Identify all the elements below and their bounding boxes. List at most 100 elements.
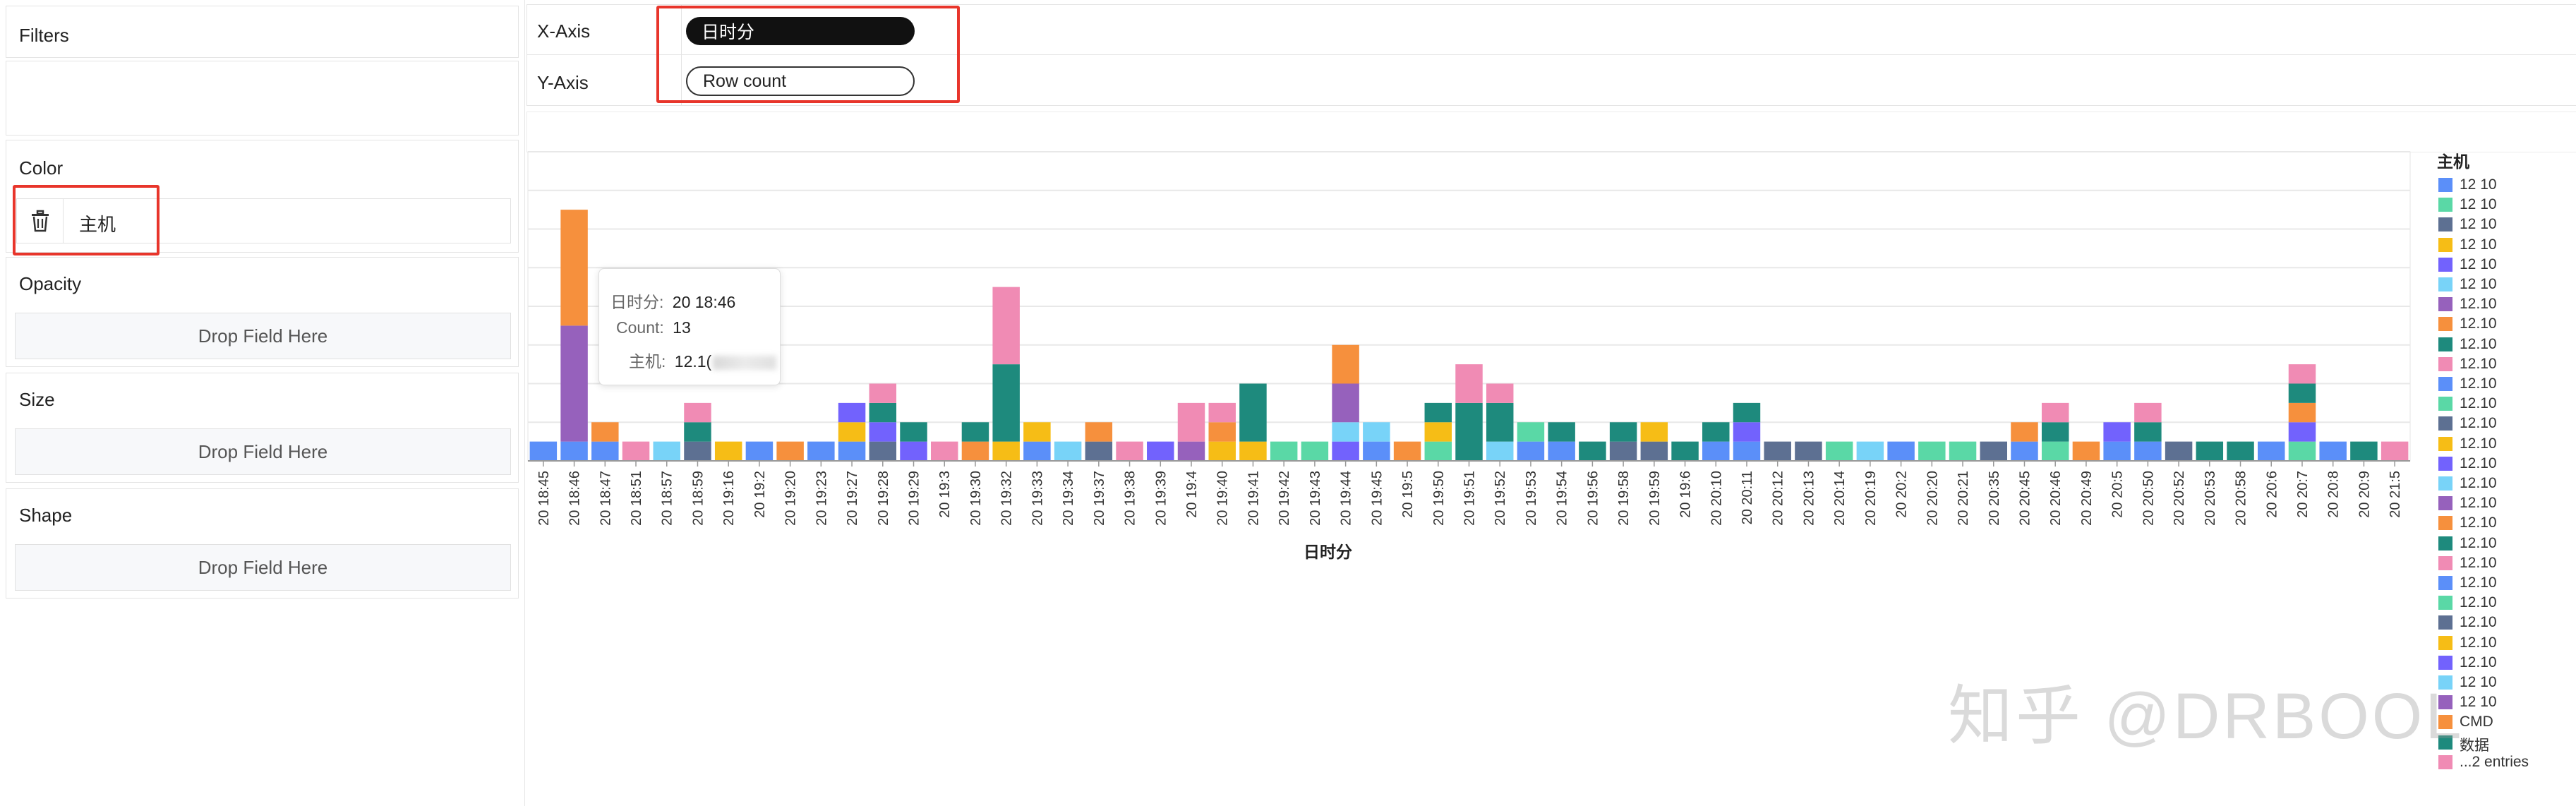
bar-segment[interactable] bbox=[1085, 422, 1113, 442]
bar-segment[interactable] bbox=[1548, 422, 1575, 442]
bar-segment[interactable] bbox=[1177, 441, 1205, 461]
bar-segment[interactable] bbox=[1764, 441, 1791, 461]
bar-segment[interactable] bbox=[1609, 422, 1637, 442]
bar-segment[interactable] bbox=[1640, 441, 1668, 461]
opacity-drop-zone[interactable]: Drop Field Here bbox=[15, 313, 511, 359]
bar-segment[interactable] bbox=[529, 441, 558, 461]
bar-segment[interactable] bbox=[900, 441, 927, 461]
filters-drop-area[interactable] bbox=[6, 61, 519, 136]
bar-segment[interactable] bbox=[1887, 441, 1915, 461]
bar-segment[interactable] bbox=[560, 325, 588, 442]
delete-field-button[interactable] bbox=[17, 199, 64, 243]
bar-segment[interactable] bbox=[1239, 441, 1267, 461]
bar-segment[interactable] bbox=[1949, 441, 1977, 461]
bar-segment[interactable] bbox=[1825, 441, 1853, 461]
bar-segment[interactable] bbox=[931, 441, 958, 461]
bar-segment[interactable] bbox=[2227, 441, 2254, 461]
size-drop-zone[interactable]: Drop Field Here bbox=[15, 428, 511, 475]
bar-segment[interactable] bbox=[1486, 383, 1514, 403]
bar-segment[interactable] bbox=[807, 441, 835, 461]
bar-segment[interactable] bbox=[1332, 344, 1359, 384]
bar-segment[interactable] bbox=[1702, 441, 1730, 461]
bar-segment[interactable] bbox=[2165, 441, 2193, 461]
bar-segment[interactable] bbox=[992, 364, 1020, 442]
bar-segment[interactable] bbox=[684, 402, 711, 423]
bar-segment[interactable] bbox=[1455, 364, 1483, 403]
bar-segment[interactable] bbox=[745, 441, 774, 461]
bar-segment[interactable] bbox=[1208, 441, 1236, 461]
bar-segment[interactable] bbox=[1424, 402, 1452, 423]
x-axis-field-pill[interactable]: 日时分 bbox=[686, 17, 915, 45]
bar-segment[interactable] bbox=[2103, 441, 2131, 461]
bar-segment[interactable] bbox=[900, 422, 927, 442]
bar-segment[interactable] bbox=[2041, 441, 2069, 461]
bar-segment[interactable] bbox=[1208, 422, 1236, 442]
bar-segment[interactable] bbox=[2288, 364, 2316, 384]
bar-segment[interactable] bbox=[2258, 441, 2285, 461]
bar-segment[interactable] bbox=[2134, 402, 2162, 423]
bar-segment[interactable] bbox=[776, 441, 804, 461]
bar-segment[interactable] bbox=[1455, 402, 1483, 461]
bar-segment[interactable] bbox=[2288, 383, 2316, 403]
bar-segment[interactable] bbox=[2134, 441, 2162, 461]
bar-segment[interactable] bbox=[1332, 441, 1359, 461]
bar-segment[interactable] bbox=[2103, 422, 2131, 442]
bar-segment[interactable] bbox=[1054, 441, 1082, 461]
bar-segment[interactable] bbox=[1177, 402, 1205, 442]
bar-segment[interactable] bbox=[838, 441, 866, 461]
bar-segment[interactable] bbox=[2134, 422, 2162, 442]
bar-segment[interactable] bbox=[714, 441, 742, 461]
bar-segment[interactable] bbox=[1147, 441, 1174, 461]
bar-segment[interactable] bbox=[992, 441, 1020, 461]
bar-segment[interactable] bbox=[1980, 441, 2007, 461]
bar-segment[interactable] bbox=[622, 441, 650, 461]
bar-segment[interactable] bbox=[1424, 441, 1452, 461]
bar-segment[interactable] bbox=[2072, 441, 2100, 461]
bar-segment[interactable] bbox=[1363, 441, 1390, 461]
bar-segment[interactable] bbox=[653, 441, 680, 461]
bar-segment[interactable] bbox=[1671, 441, 1699, 461]
bar-segment[interactable] bbox=[560, 210, 588, 326]
bar-segment[interactable] bbox=[1301, 441, 1329, 461]
color-field-chip[interactable]: 主机 bbox=[16, 198, 511, 243]
bar-segment[interactable] bbox=[1579, 441, 1606, 461]
bar-segment[interactable] bbox=[1393, 441, 1421, 461]
bar-segment[interactable] bbox=[1023, 422, 1051, 442]
bar-segment[interactable] bbox=[961, 422, 989, 442]
bar-segment[interactable] bbox=[961, 441, 989, 461]
bar-segment[interactable] bbox=[992, 287, 1020, 365]
bar-segment[interactable] bbox=[1424, 422, 1452, 442]
bar-segment[interactable] bbox=[591, 441, 619, 461]
bar-segment[interactable] bbox=[1702, 422, 1730, 442]
bar-segment[interactable] bbox=[1640, 422, 1668, 442]
bar-segment[interactable] bbox=[869, 383, 897, 403]
bar-segment[interactable] bbox=[1517, 422, 1545, 442]
bar-segment[interactable] bbox=[2196, 441, 2224, 461]
shape-drop-zone[interactable]: Drop Field Here bbox=[15, 544, 511, 591]
y-axis-field-pill[interactable]: Row count bbox=[686, 66, 915, 96]
bar-segment[interactable] bbox=[1609, 441, 1637, 461]
bar-segment[interactable] bbox=[1363, 422, 1390, 442]
bar-segment[interactable] bbox=[560, 441, 588, 461]
bar-segment[interactable] bbox=[1548, 441, 1575, 461]
bar-segment[interactable] bbox=[2319, 441, 2347, 461]
bar-segment[interactable] bbox=[2041, 422, 2069, 442]
bar-segment[interactable] bbox=[2288, 422, 2316, 442]
bar-segment[interactable] bbox=[869, 402, 897, 423]
bar-segment[interactable] bbox=[1486, 441, 1514, 461]
bar-segment[interactable] bbox=[1332, 383, 1359, 423]
bar-segment[interactable] bbox=[1486, 402, 1514, 442]
bar-segment[interactable] bbox=[591, 422, 619, 442]
bar-segment[interactable] bbox=[2288, 402, 2316, 423]
bar-segment[interactable] bbox=[1239, 383, 1267, 442]
bar-segment[interactable] bbox=[1733, 441, 1761, 461]
bar-segment[interactable] bbox=[1208, 402, 1236, 423]
bar-segment[interactable] bbox=[1918, 441, 1946, 461]
bar-segment[interactable] bbox=[2350, 441, 2378, 461]
bar-segment[interactable] bbox=[1085, 441, 1113, 461]
bar-segment[interactable] bbox=[684, 422, 711, 442]
bar-segment[interactable] bbox=[2041, 402, 2069, 423]
bar-segment[interactable] bbox=[1332, 422, 1359, 442]
bar-segment[interactable] bbox=[869, 422, 897, 442]
bar-segment[interactable] bbox=[2288, 441, 2316, 461]
